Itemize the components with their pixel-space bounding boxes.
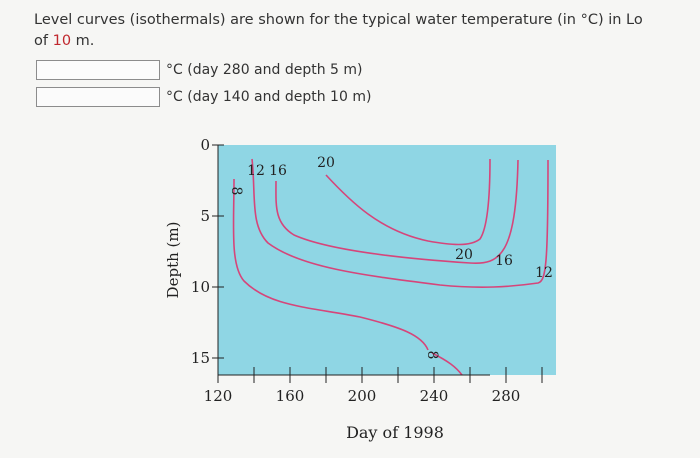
contour-label: 8 <box>228 187 244 196</box>
contour-label: 8 <box>424 351 440 360</box>
contour-lines <box>232 158 549 376</box>
x-tick-label: 200 <box>348 387 377 405</box>
y-tick-label: 10 <box>191 278 210 296</box>
contour-20 <box>325 158 491 246</box>
y-axis-label: Depth (m) <box>164 222 182 299</box>
answer-label-2: °C (day 140 and depth 10 m) <box>166 89 372 105</box>
axes <box>217 145 490 376</box>
x-tick-label: 120 <box>204 387 233 405</box>
contour-12 <box>251 158 549 288</box>
contour-label: 12 <box>247 163 265 179</box>
contour-label: 20 <box>317 155 335 171</box>
answer-row-1: °C (day 280 and depth 5 m) <box>36 59 363 81</box>
x-tick-label: 160 <box>276 387 305 405</box>
y-tick-label: 0 <box>200 136 210 154</box>
axis-ticks <box>212 144 543 383</box>
contour-8-left <box>232 178 429 351</box>
y-tick-label: 15 <box>191 349 210 367</box>
x-tick-label: 280 <box>492 387 521 405</box>
question-line2-suffix: m. <box>71 33 95 49</box>
contour-label: 16 <box>269 163 287 179</box>
contour-8-right <box>431 352 463 376</box>
contour-label: 16 <box>495 253 513 269</box>
question-line1: Level curves (isothermals) are shown for… <box>34 12 643 28</box>
answer-input-2[interactable] <box>36 87 160 107</box>
chart-plot-area <box>218 145 556 375</box>
isotherm-figure: 120 160 200 240 280 0 5 10 15 8 12 16 20 20 16 12 8 Day… <box>160 135 580 457</box>
contour-label: 12 <box>535 265 553 281</box>
contour-16 <box>275 159 519 265</box>
x-tick-label: 240 <box>420 387 449 405</box>
answer-row-2: °C (day 140 and depth 10 m) <box>36 86 371 108</box>
answer-label-1: °C (day 280 and depth 5 m) <box>166 62 363 78</box>
contour-label: 20 <box>455 247 473 263</box>
x-axis-label: Day of 1998 <box>346 423 444 442</box>
depth-value: 10 <box>52 33 72 49</box>
answer-input-1[interactable] <box>36 60 160 80</box>
question-text: Level curves (isothermals) are shown for… <box>34 10 700 52</box>
y-tick-label: 5 <box>200 207 210 225</box>
question-line2-prefix: of <box>34 33 53 49</box>
axis-tick-labels: 120 160 200 240 280 0 5 10 15 <box>191 136 520 405</box>
